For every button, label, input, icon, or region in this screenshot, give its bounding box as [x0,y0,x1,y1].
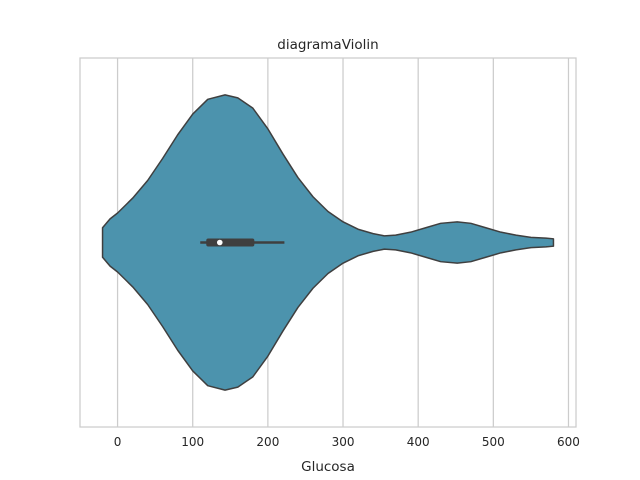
x-tick-label: 100 [181,435,204,449]
x-tick-labels: 0 100 200 300 400 500 600 [114,435,580,449]
x-tick-label: 600 [557,435,580,449]
plot-frame [79,57,577,428]
x-axis-label: Glucosa [301,459,355,475]
box-layer [200,238,285,247]
x-tick-label: 200 [256,435,279,449]
x-tick-label: 500 [482,435,505,449]
x-tick-label: 0 [114,435,122,449]
iqr-box [206,238,255,247]
violin-body-0 [101,94,555,391]
x-tick-label: 300 [332,435,355,449]
chart-title: diagramaViolin [277,37,378,53]
median-marker [216,239,223,246]
x-tick-label: 400 [407,435,430,449]
violin-layer [101,94,555,391]
